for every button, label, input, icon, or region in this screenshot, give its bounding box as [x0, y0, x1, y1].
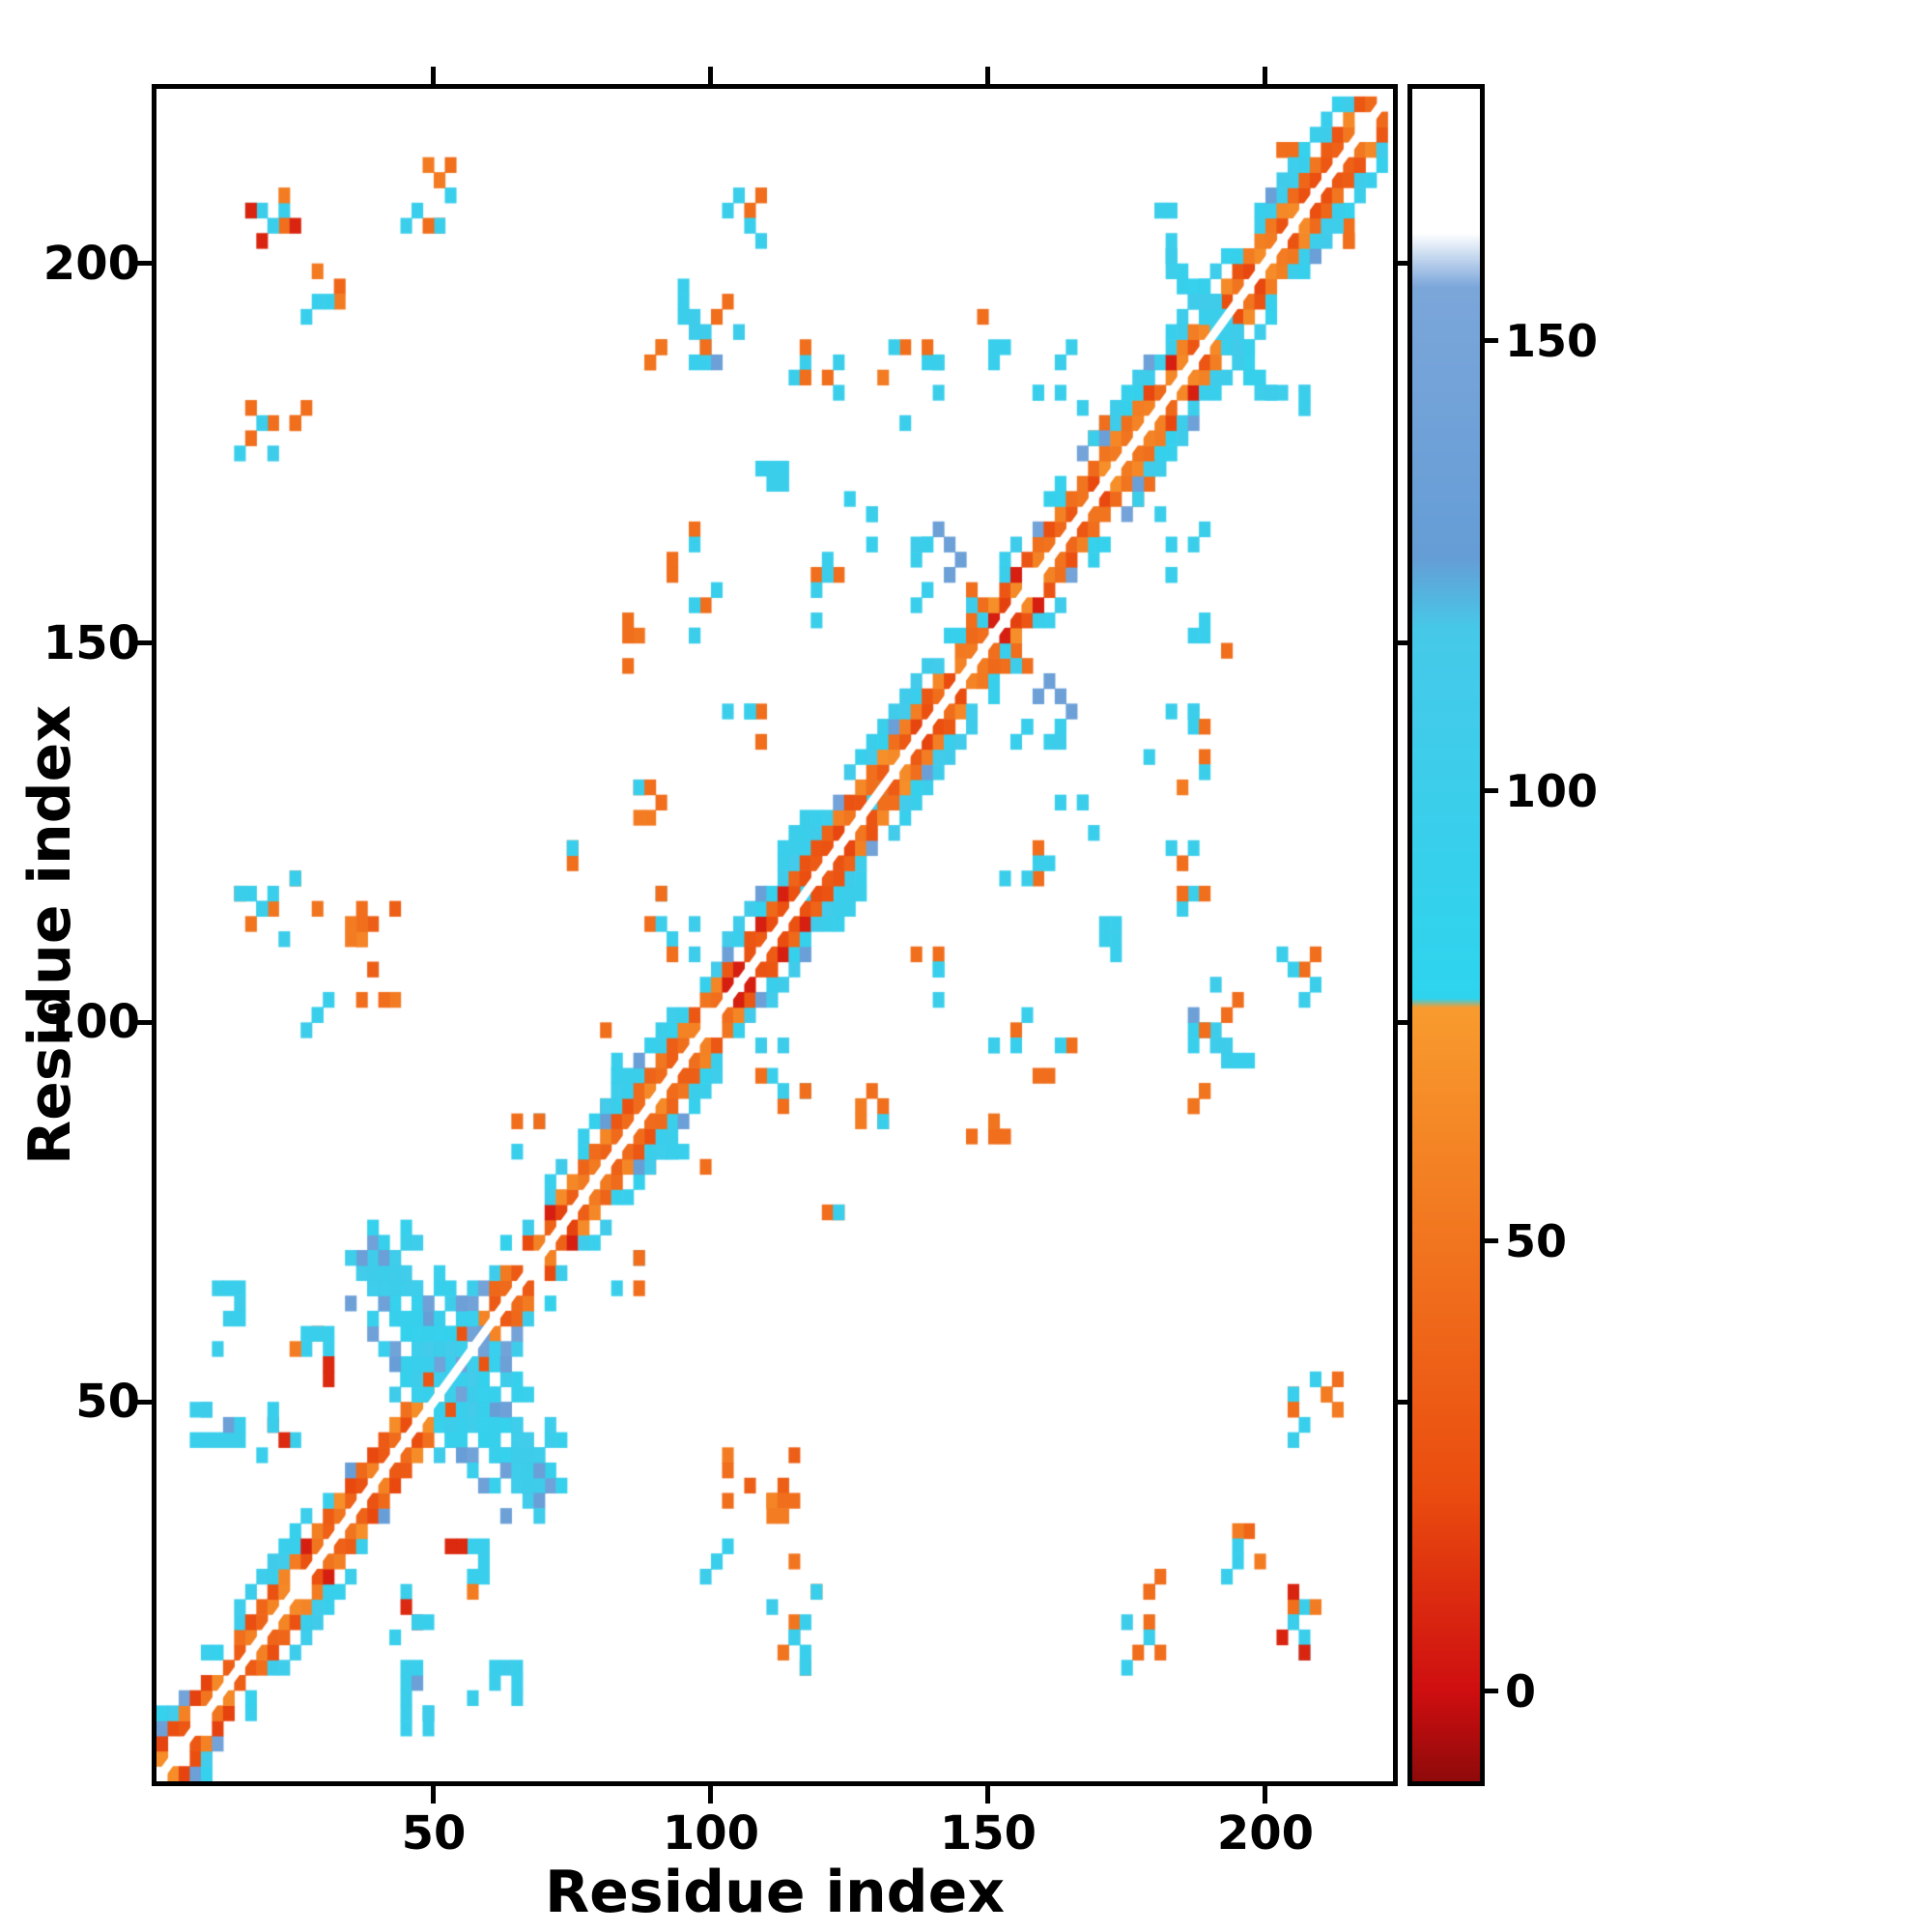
colorbar-tick-label: 100 — [1505, 764, 1599, 817]
colorbar-tick-mark — [1485, 1689, 1498, 1694]
x-axis-tick-top — [708, 67, 714, 84]
x-tick-label: 200 — [1216, 1806, 1315, 1861]
colorbar-tick-label: 0 — [1505, 1664, 1537, 1718]
y-axis-label: Residue index — [16, 704, 84, 1166]
y-axis-tick-left — [134, 261, 152, 267]
colorbar-tick-mark — [1485, 1238, 1498, 1244]
y-tick-label: 100 — [43, 995, 140, 1050]
y-tick-label: 50 — [75, 1375, 140, 1430]
y-axis-tick-right — [1398, 640, 1407, 646]
y-axis-tick-left — [134, 1399, 152, 1405]
y-axis-tick-right — [1398, 1399, 1407, 1405]
x-axis-tick-bottom — [431, 1786, 437, 1804]
y-axis-tick-right — [1398, 1019, 1407, 1025]
x-axis-tick-top — [985, 67, 991, 84]
y-axis-tick-right — [1398, 261, 1407, 267]
y-axis-tick-left — [134, 1019, 152, 1025]
x-axis-tick-bottom — [708, 1786, 714, 1804]
y-axis-tick-left — [134, 640, 152, 646]
x-axis-tick-top — [431, 67, 437, 84]
colorbar-tick-label: 50 — [1505, 1214, 1568, 1267]
x-tick-label: 150 — [939, 1806, 1037, 1861]
y-tick-label: 200 — [43, 236, 140, 291]
colorbar-canvas — [1412, 89, 1480, 1781]
y-tick-label: 150 — [43, 615, 140, 670]
colorbar-tick-label: 150 — [1505, 314, 1599, 367]
heatmap-canvas — [156, 89, 1393, 1781]
x-axis-tick-bottom — [985, 1786, 991, 1804]
x-tick-label: 50 — [401, 1806, 467, 1861]
x-axis-label: Residue index — [544, 1859, 1006, 1926]
heatmap-plot-area — [152, 84, 1398, 1786]
colorbar-tick-mark — [1485, 788, 1498, 794]
colorbar-tick-mark — [1485, 338, 1498, 344]
x-axis-tick-top — [1263, 67, 1268, 84]
colorbar — [1407, 84, 1485, 1786]
x-tick-label: 100 — [662, 1806, 760, 1861]
x-axis-tick-bottom — [1263, 1786, 1268, 1804]
